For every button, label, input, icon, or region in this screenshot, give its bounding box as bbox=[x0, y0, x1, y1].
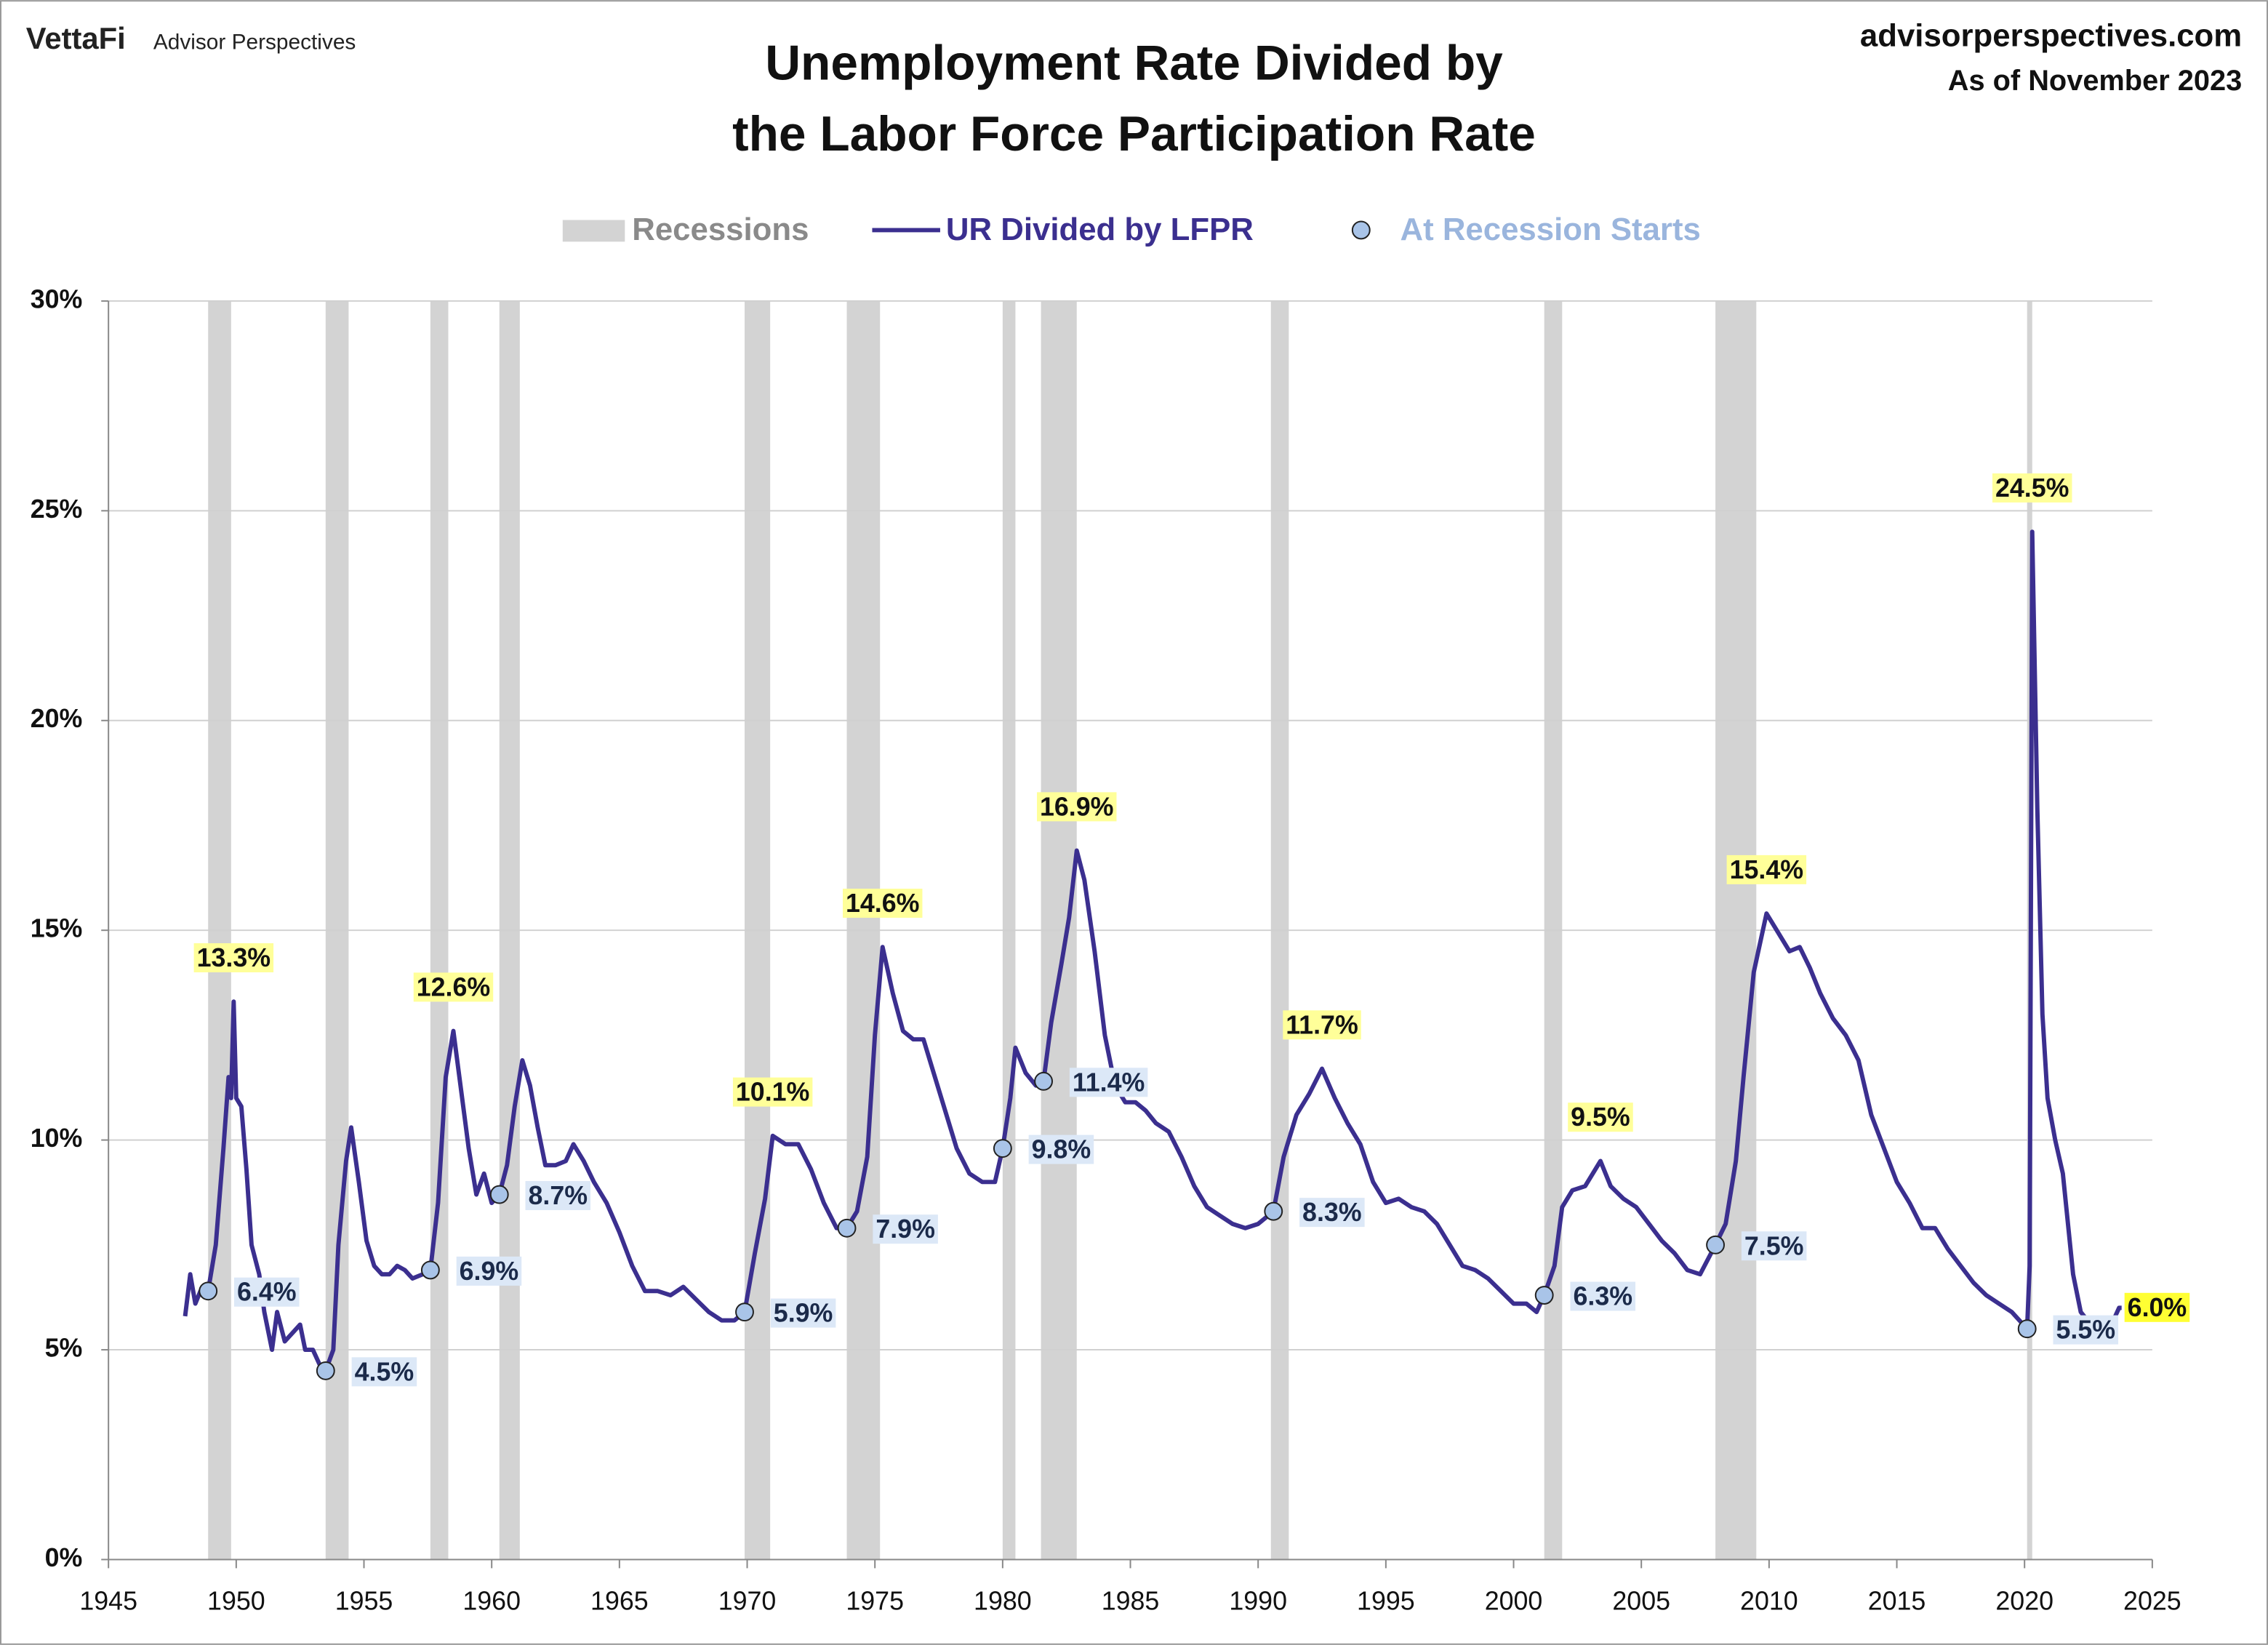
x-tick-label: 1975 bbox=[846, 1587, 904, 1616]
y-tick-label: 20% bbox=[31, 704, 83, 733]
date: As of November 2023 bbox=[1948, 65, 2242, 97]
legend-swatch bbox=[1351, 220, 1371, 240]
data-label: 5.5% bbox=[2056, 1316, 2115, 1345]
label-background bbox=[1283, 1010, 1361, 1040]
y-tick-label: 0% bbox=[45, 1543, 83, 1572]
x-tick-label: 1960 bbox=[462, 1587, 521, 1616]
label-background bbox=[1992, 473, 2072, 503]
chart-title: Unemployment Rate Divided by bbox=[765, 36, 1503, 91]
peak-label: 16.9% bbox=[1040, 792, 1114, 821]
peak-label: 15.4% bbox=[1730, 855, 1804, 884]
legend-label: Recessions bbox=[632, 212, 809, 247]
x-tick-label: 2015 bbox=[1868, 1587, 1926, 1616]
recession-start-point bbox=[2017, 1319, 2037, 1339]
legend-label: At Recession Starts bbox=[1401, 212, 1701, 247]
label-background bbox=[2053, 1315, 2119, 1345]
peak-label: 24.5% bbox=[1995, 473, 2069, 503]
data-label: 8.3% bbox=[1302, 1198, 1362, 1227]
peak-label: 12.6% bbox=[417, 972, 491, 1001]
peak-label: 10.1% bbox=[736, 1078, 810, 1107]
x-tick-label: 1970 bbox=[718, 1587, 777, 1616]
peak-label: 14.6% bbox=[846, 889, 920, 918]
recession-start-point bbox=[199, 1281, 218, 1301]
label-background bbox=[456, 1256, 522, 1286]
label-background bbox=[842, 889, 923, 918]
data-label: 5.9% bbox=[774, 1299, 833, 1328]
x-tick-label: 1945 bbox=[79, 1587, 137, 1616]
label-background bbox=[351, 1357, 417, 1387]
data-label: 6.4% bbox=[237, 1278, 297, 1307]
label-background bbox=[1741, 1231, 1807, 1261]
label-background bbox=[1069, 1068, 1148, 1097]
recession-start-point bbox=[489, 1185, 509, 1204]
label-background bbox=[1568, 1102, 1633, 1132]
data-label: 7.9% bbox=[875, 1214, 935, 1244]
recession-start-point bbox=[993, 1139, 1012, 1158]
x-tick-label: 2020 bbox=[1995, 1587, 2053, 1616]
label-background bbox=[732, 1077, 813, 1107]
y-tick-label: 30% bbox=[31, 284, 83, 313]
peak-label: 6.0% bbox=[2128, 1293, 2187, 1322]
x-tick-label: 1955 bbox=[335, 1587, 393, 1616]
x-tick-label: 1965 bbox=[590, 1587, 649, 1616]
recession-start-point bbox=[735, 1302, 754, 1322]
x-tick-label: 2000 bbox=[1485, 1587, 1543, 1616]
x-tick-label: 2025 bbox=[2123, 1587, 2181, 1616]
data-label: 11.4% bbox=[1073, 1068, 1145, 1097]
legend-swatch bbox=[562, 220, 625, 242]
data-label: 6.9% bbox=[460, 1257, 519, 1286]
legend-label: UR Divided by LFPR bbox=[946, 212, 1254, 247]
peak-label: 13.3% bbox=[197, 943, 271, 972]
label-background bbox=[1299, 1198, 1365, 1228]
label-background bbox=[234, 1277, 300, 1307]
x-tick-label: 1995 bbox=[1357, 1587, 1415, 1616]
label-background bbox=[1037, 792, 1117, 822]
label-background bbox=[1028, 1134, 1094, 1164]
logo: VettaFi bbox=[26, 21, 126, 55]
label-background bbox=[413, 972, 494, 1002]
label-background bbox=[873, 1214, 938, 1244]
x-tick-label: 2010 bbox=[1740, 1587, 1798, 1616]
x-tick-label: 2005 bbox=[1612, 1587, 1670, 1616]
y-tick-label: 15% bbox=[31, 914, 83, 943]
chart-title: the Labor Force Participation Rate bbox=[732, 107, 1536, 161]
label-background bbox=[193, 943, 274, 973]
x-tick-label: 1990 bbox=[1229, 1587, 1287, 1616]
data-label: 9.8% bbox=[1032, 1135, 1091, 1164]
recession-start-point bbox=[420, 1260, 440, 1280]
recession-start-point bbox=[1534, 1286, 1554, 1305]
recession-start-point bbox=[316, 1361, 335, 1380]
data-label: 7.5% bbox=[1744, 1231, 1804, 1260]
recession-start-point bbox=[1034, 1071, 1054, 1091]
peak-label: 9.5% bbox=[1571, 1102, 1630, 1132]
x-tick-label: 1980 bbox=[974, 1587, 1032, 1616]
x-tick-label: 1985 bbox=[1102, 1587, 1160, 1616]
y-tick-label: 10% bbox=[31, 1124, 83, 1153]
data-label: 8.7% bbox=[529, 1181, 588, 1210]
plot: 0% 5% 10% 15% 20% 25% 30% 1945 1950 1955 1960 1965 1… bbox=[31, 284, 2181, 1615]
x-tick-label: 1950 bbox=[207, 1587, 265, 1616]
recession-start-point bbox=[1264, 1201, 1283, 1221]
label-background bbox=[1726, 854, 1807, 884]
label-background bbox=[525, 1181, 591, 1211]
legend: Recessions UR Divided by LFPR At Recessi… bbox=[562, 212, 1701, 247]
y-tick-label: 5% bbox=[45, 1334, 83, 1363]
label-background bbox=[2124, 1292, 2190, 1322]
recession-start-point bbox=[1706, 1235, 1726, 1254]
data-label: 6.3% bbox=[1573, 1281, 1632, 1310]
site: advisorperspectives.com bbox=[1860, 17, 2242, 53]
peak-label: 11.7% bbox=[1286, 1010, 1358, 1039]
recession-start-point bbox=[837, 1218, 857, 1238]
brand: Advisor Perspectives bbox=[153, 31, 356, 55]
label-background bbox=[770, 1298, 836, 1328]
label-background bbox=[1570, 1281, 1636, 1311]
data-label: 4.5% bbox=[355, 1357, 414, 1386]
y-tick-label: 25% bbox=[31, 495, 83, 524]
